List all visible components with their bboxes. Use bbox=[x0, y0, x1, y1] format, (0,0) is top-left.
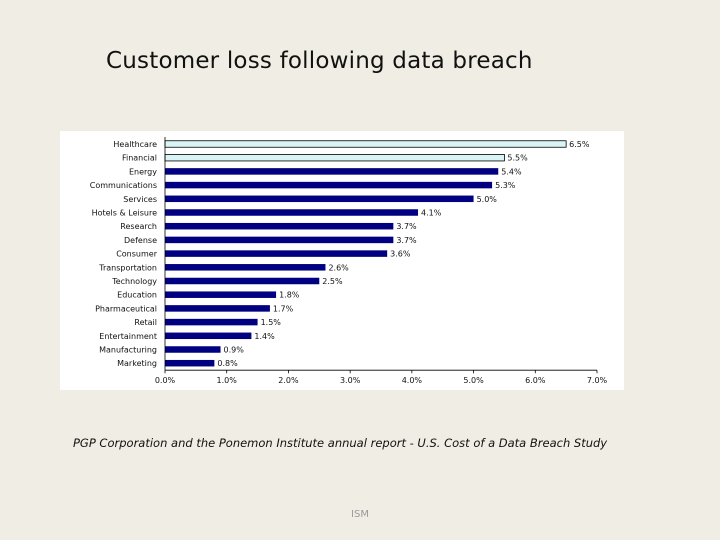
slide-title: Customer loss following data breach bbox=[106, 48, 533, 74]
bar-defense bbox=[165, 236, 394, 244]
x-tick-label: 6.0% bbox=[525, 376, 546, 385]
category-labels: Healthcare Financial Energy Communications S… bbox=[90, 140, 158, 368]
data-label-energy: 5.4% bbox=[501, 167, 522, 176]
bar-technology bbox=[165, 277, 320, 285]
data-label-healthcare: 6.5% bbox=[569, 140, 590, 149]
category-label-entertainment: Entertainment bbox=[99, 332, 157, 341]
category-label-pharmaceutical: Pharmaceutical bbox=[95, 304, 157, 313]
bar-retail bbox=[165, 318, 258, 326]
bar-communications bbox=[165, 181, 493, 189]
footer-text: ISM bbox=[351, 509, 369, 520]
bar-financial bbox=[164, 154, 505, 162]
bar-healthcare bbox=[164, 140, 567, 148]
bar-education bbox=[165, 291, 277, 298]
data-label-defense: 3.7% bbox=[396, 236, 417, 245]
bar-manufacturing bbox=[165, 346, 221, 353]
x-tick-label: 5.0% bbox=[463, 376, 484, 385]
data-label-research: 3.7% bbox=[396, 222, 417, 231]
bar-energy bbox=[165, 168, 499, 175]
data-label-education: 1.8% bbox=[279, 291, 300, 300]
category-label-financial: Financial bbox=[122, 154, 157, 163]
data-label-financial: 5.5% bbox=[507, 154, 528, 163]
x-tick-label: 3.0% bbox=[340, 376, 361, 385]
category-label-manufacturing: Manufacturing bbox=[99, 346, 157, 355]
x-tick-label: 1.0% bbox=[217, 376, 238, 385]
data-label-consumer: 3.6% bbox=[390, 250, 411, 259]
bars bbox=[164, 140, 567, 367]
category-label-services: Services bbox=[123, 195, 157, 204]
data-label-hotels-and-leisure: 4.1% bbox=[421, 209, 442, 218]
category-label-hotels-and-leisure: Hotels & Leisure bbox=[92, 209, 157, 218]
category-label-research: Research bbox=[120, 222, 157, 231]
bar-entertainment bbox=[165, 332, 252, 340]
data-label-entertainment: 1.4% bbox=[254, 332, 275, 341]
bar-consumer bbox=[165, 250, 388, 257]
source-caption: PGP Corporation and the Ponemon Institut… bbox=[73, 436, 608, 450]
category-label-defense: Defense bbox=[124, 236, 157, 245]
x-tick-label: 2.0% bbox=[278, 376, 299, 385]
bar-chart: Healthcare Financial Energy Communications S… bbox=[60, 131, 624, 390]
data-label-services: 5.0% bbox=[477, 195, 498, 204]
data-label-pharmaceutical: 1.7% bbox=[273, 304, 294, 313]
data-label-marketing: 0.8% bbox=[217, 359, 238, 368]
x-tick-label: 0.0% bbox=[155, 376, 176, 385]
x-tick-label: 4.0% bbox=[402, 376, 423, 385]
category-label-marketing: Marketing bbox=[117, 359, 157, 368]
category-label-healthcare: Healthcare bbox=[113, 140, 157, 149]
category-label-communications: Communications bbox=[90, 181, 157, 190]
category-label-energy: Energy bbox=[129, 167, 157, 176]
data-label-retail: 1.5% bbox=[261, 318, 282, 327]
bar-services bbox=[165, 195, 474, 203]
bar-hotels-and-leisure bbox=[165, 209, 419, 216]
category-label-education: Education bbox=[117, 291, 157, 300]
category-label-retail: Retail bbox=[134, 318, 157, 327]
axes: 0.0% 1.0% 2.0% 3.0% 4.0% 5.0% 6.0% 7.0% bbox=[155, 137, 608, 385]
x-tick-label: 7.0% bbox=[587, 376, 608, 385]
bar-pharmaceutical bbox=[165, 305, 270, 312]
data-label-transportation: 2.6% bbox=[328, 263, 349, 272]
data-label-manufacturing: 0.9% bbox=[224, 346, 245, 355]
category-label-transportation: Transportation bbox=[98, 263, 157, 272]
bar-transportation bbox=[165, 264, 326, 271]
category-label-consumer: Consumer bbox=[116, 250, 158, 259]
data-label-communications: 5.3% bbox=[495, 181, 516, 190]
chart-svg: Healthcare Financial Energy Communications S… bbox=[90, 137, 608, 385]
bar-marketing bbox=[165, 359, 215, 367]
data-label-technology: 2.5% bbox=[322, 277, 343, 286]
data-labels: 6.5% 5.5% 5.4% 5.3% 5.0% 4.1% 3.7% 3.7% 3.6% 2.6%… bbox=[217, 140, 589, 368]
bar-research bbox=[165, 222, 394, 230]
category-label-technology: Technology bbox=[111, 277, 157, 286]
